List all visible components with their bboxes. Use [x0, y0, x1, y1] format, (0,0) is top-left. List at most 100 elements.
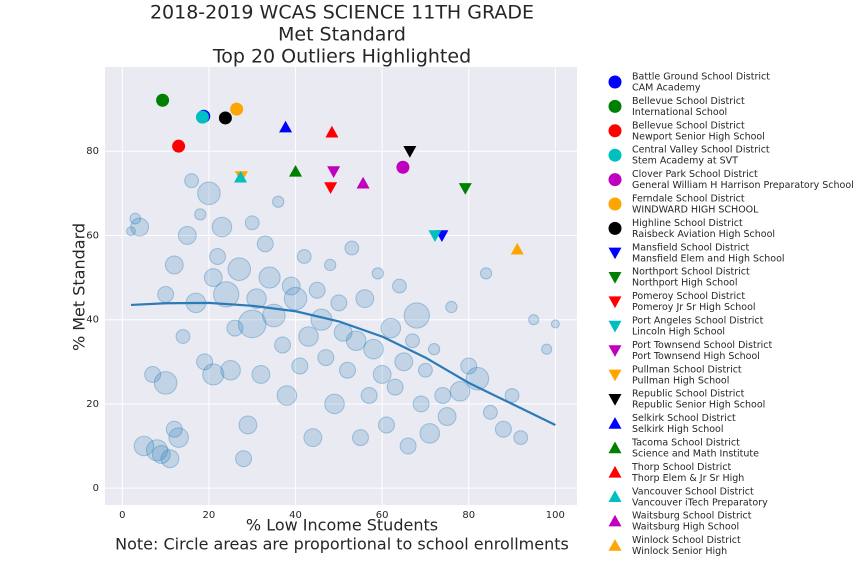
school-bubble	[194, 208, 207, 221]
legend-label: Ferndale School District	[632, 194, 745, 205]
school-bubble	[394, 352, 414, 372]
legend-label: Port Townsend School District	[632, 340, 772, 351]
school-bubble	[371, 267, 384, 280]
school-bubble	[168, 427, 189, 448]
outlier-marker	[324, 182, 338, 194]
legend-label: Lincoln High School	[632, 327, 725, 338]
school-bubble	[151, 445, 171, 464]
legend-label: Central Valley School District	[632, 145, 770, 156]
legend-label: Vancouver iTech Preparatory	[632, 497, 768, 508]
legend-label: Battle Ground School District	[632, 72, 770, 83]
legend-marker	[608, 514, 622, 527]
school-bubble	[550, 319, 560, 329]
school-bubble	[196, 353, 214, 371]
legend-marker	[608, 221, 622, 235]
school-bubble	[202, 363, 225, 386]
school-bubble	[157, 285, 175, 303]
school-bubble	[513, 430, 529, 446]
school-bubble	[281, 276, 301, 296]
legend-marker	[608, 75, 622, 89]
legend-label: Pomeroy Jr Sr High School	[632, 302, 756, 313]
school-bubble	[160, 449, 180, 469]
school-bubble	[238, 415, 258, 435]
legend-label: Thorp Elem & Jr Sr High	[631, 473, 744, 484]
school-bubble	[494, 420, 512, 438]
legend-label: Stem Academy at SVT	[632, 156, 738, 167]
legend-label: Pullman High School	[632, 375, 729, 386]
school-bubble	[482, 404, 498, 420]
x-axis-label: % Low Income Students	[246, 516, 438, 535]
school-bubble	[445, 300, 458, 314]
outlier-marker	[289, 164, 303, 177]
legend-marker	[608, 539, 622, 551]
outlier-marker	[458, 183, 472, 195]
legend-marker	[608, 197, 622, 211]
y-tick-label: 80	[86, 146, 99, 157]
school-bubble	[528, 314, 540, 326]
legend-marker	[608, 247, 622, 260]
school-bubble	[377, 416, 395, 434]
outlier-marker	[156, 93, 170, 107]
school-bubble	[226, 319, 244, 337]
outlier-marker	[327, 166, 341, 178]
outlier-marker	[230, 102, 244, 116]
legend-label: Vancouver School District	[632, 486, 754, 497]
legend-marker	[608, 173, 622, 187]
school-bubble	[272, 195, 285, 208]
legend-marker	[608, 441, 622, 454]
legend-marker	[608, 124, 622, 138]
legend-label: Bellevue School District	[632, 120, 745, 131]
legend-label: Northport School District	[632, 267, 750, 278]
school-bubble	[276, 385, 298, 406]
legend-label: Republic Senior High School	[632, 400, 765, 411]
outlier-marker	[172, 139, 186, 153]
school-bubble	[504, 388, 520, 403]
school-bubble	[355, 289, 375, 309]
school-bubble	[303, 428, 323, 448]
school-bubble	[380, 317, 402, 339]
school-bubble	[177, 226, 197, 245]
school-bubble	[144, 365, 162, 383]
legend-marker	[608, 272, 622, 284]
legend-label: Winlock Senior High	[632, 546, 727, 557]
legend-label: Selkirk High School	[632, 424, 723, 435]
legend-label: CAM Academy	[632, 83, 701, 94]
legend-label: Pullman School District	[632, 364, 742, 375]
school-bubble	[130, 217, 150, 237]
legend-label: Waitsburg School District	[632, 511, 752, 522]
outlier-marker	[510, 242, 524, 255]
school-bubble	[392, 278, 407, 294]
school-bubble	[405, 333, 420, 349]
x-tick-label: 100	[546, 510, 565, 521]
legend-marker	[608, 99, 622, 113]
school-bubble	[324, 258, 337, 272]
school-bubble	[339, 361, 356, 379]
y-tick-label: 40	[86, 315, 99, 326]
school-bubble	[145, 439, 169, 462]
school-bubble	[184, 173, 200, 189]
legend-marker	[608, 465, 622, 478]
legend-label: Tacoma School District	[631, 438, 740, 449]
school-bubble	[298, 326, 319, 347]
school-bubble	[220, 359, 241, 381]
school-bubble	[165, 420, 183, 438]
chart-title: Met Standard	[278, 24, 406, 46]
legend-label: Thorp School District	[631, 462, 732, 473]
legend-label: Winlock School District	[632, 535, 741, 546]
y-axis-label: % Met Standard	[70, 223, 89, 351]
x-tick-label: 80	[462, 510, 475, 521]
school-bubble	[153, 371, 178, 395]
school-bubble	[541, 343, 553, 355]
school-bubble	[283, 286, 308, 311]
legend-label: Science and Math Institute	[632, 449, 759, 460]
legend-label: Port Townsend High School	[632, 351, 760, 362]
legend-label: Republic School District	[632, 389, 745, 400]
legend-label: General William H Harrison Preparatory S…	[632, 180, 854, 191]
outlier-marker	[218, 111, 232, 125]
y-tick-label: 0	[93, 483, 99, 494]
school-bubble	[227, 257, 252, 281]
school-bubble	[258, 266, 281, 289]
school-bubble	[437, 407, 457, 426]
x-tick-label: 0	[119, 510, 125, 521]
